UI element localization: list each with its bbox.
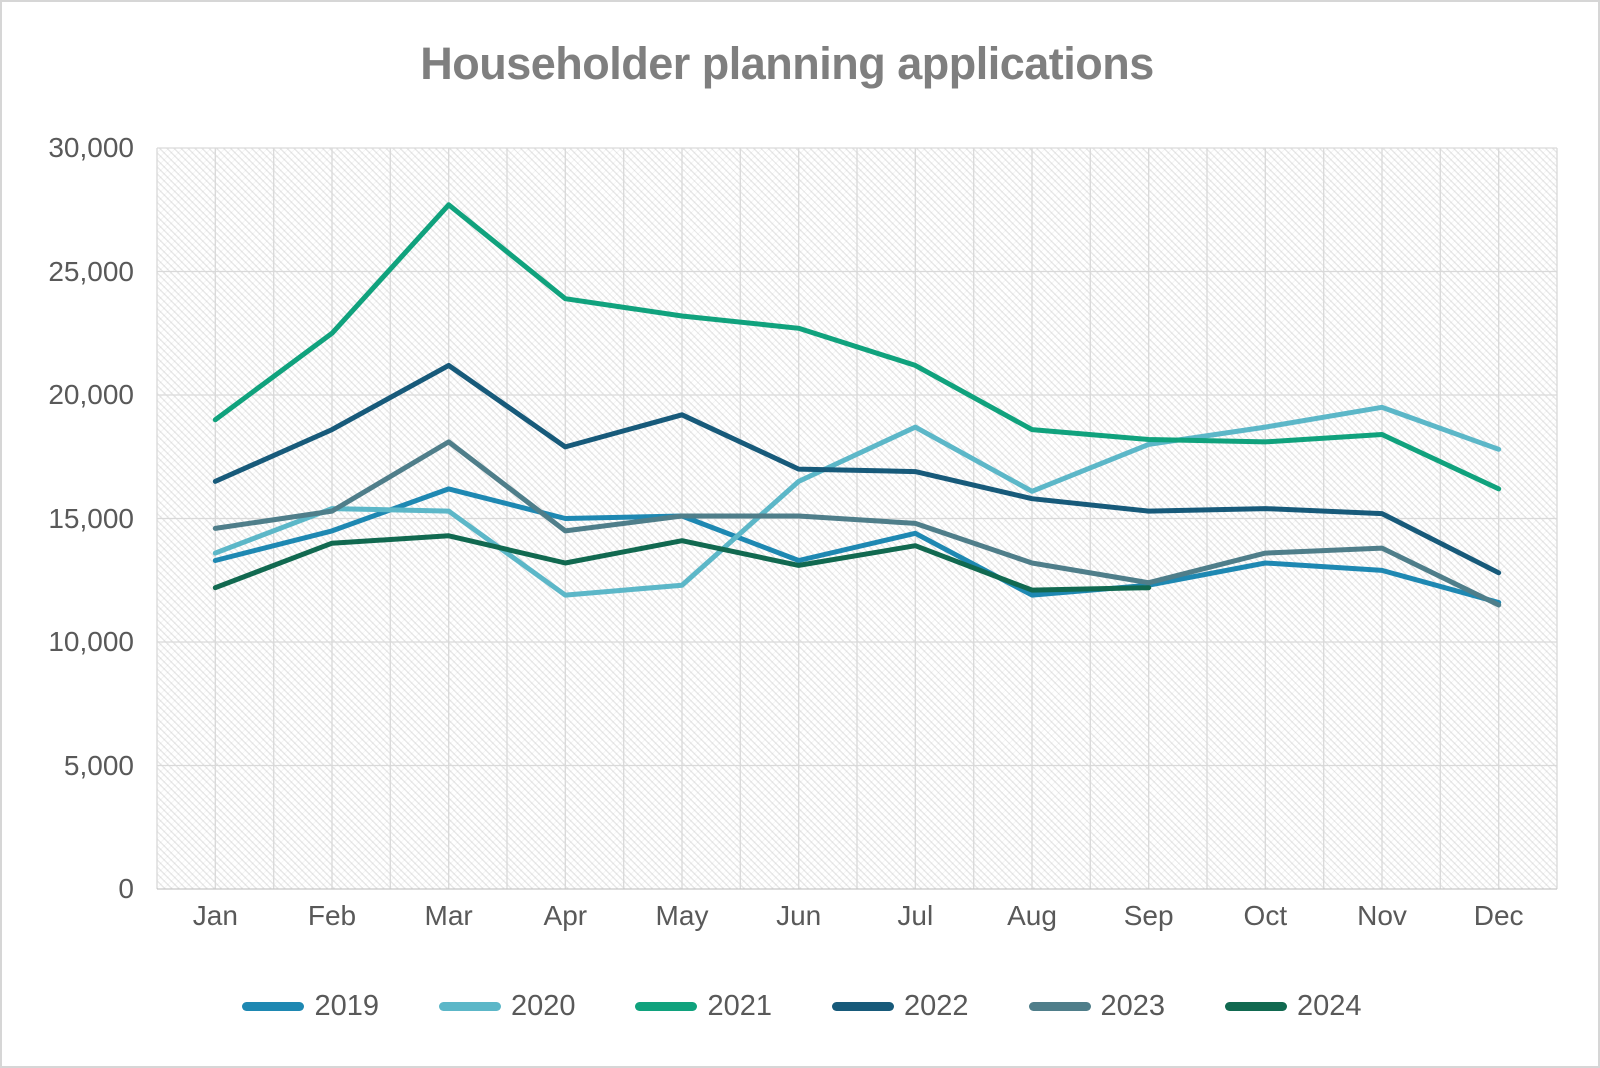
series-line-2020: [212, 404, 1502, 598]
legend-item-2020: 2020: [438, 990, 576, 1023]
legend-item-2019: 2019: [242, 990, 379, 1023]
legend-label-2019: 2019: [314, 990, 379, 1022]
legend-swatch-2019: [242, 1002, 305, 1011]
x-tick-label-apr: Apr: [543, 900, 588, 931]
x-tick-label-sep: Sep: [1123, 900, 1174, 931]
x-tick-label-jul: Jul: [897, 900, 934, 931]
y-tick-label-30000: 30,000: [48, 132, 134, 163]
x-tick-label-oct: Oct: [1243, 900, 1288, 931]
y-tick-label-20000: 20,000: [48, 379, 134, 410]
x-tick-label-jan: Jan: [192, 900, 238, 931]
legend: 2019 2020 2021 2022 2023 2024: [2, 990, 1598, 1023]
legend-item-2024: 2024: [1225, 990, 1362, 1023]
x-tick-label-jun: Jun: [776, 900, 822, 931]
series-line-2021: [212, 202, 1502, 492]
x-tick-label-feb: Feb: [307, 900, 357, 931]
legend-swatch-2020: [438, 1002, 501, 1011]
legend-item-2022: 2022: [832, 990, 969, 1023]
y-tick-label-15000: 15,000: [48, 502, 134, 534]
x-tick-label-nov: Nov: [1357, 900, 1407, 931]
x-tick-label-mar: Mar: [424, 900, 473, 931]
y-tick-label-5000: 5,000: [63, 749, 134, 781]
series-line-2024: [212, 533, 1152, 593]
legend-swatch-2022: [832, 1002, 894, 1011]
legend-label-2021: 2021: [707, 990, 772, 1022]
x-tick-label-dec: Dec: [1473, 900, 1524, 931]
legend-swatch-2021: [635, 1002, 698, 1011]
y-tick-label-25000: 25,000: [48, 255, 134, 287]
y-tick-label-0: 0: [118, 873, 134, 904]
legend-label-2024: 2024: [1297, 990, 1362, 1022]
legend-swatch-2024: [1225, 1002, 1288, 1011]
legend-item-2023: 2023: [1028, 990, 1166, 1023]
legend-label-2020: 2020: [510, 990, 576, 1022]
legend-item-2021: 2021: [635, 990, 772, 1023]
x-tick-label-aug: Aug: [1007, 900, 1057, 931]
legend-label-2023: 2023: [1100, 990, 1166, 1022]
legend-label-2022: 2022: [904, 990, 969, 1022]
series-line-2019: [212, 486, 1502, 605]
legend-swatch-2023: [1028, 1002, 1091, 1011]
x-tick-label-may: May: [655, 900, 709, 931]
series-line-2023: [212, 439, 1502, 608]
chart-title: Householder planning applications: [420, 38, 1154, 89]
y-tick-label-10000: 10,000: [48, 626, 134, 657]
series-line-2022: [212, 362, 1502, 576]
